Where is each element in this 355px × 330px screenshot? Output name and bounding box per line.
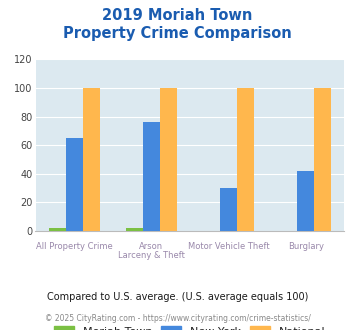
Text: Larceny & Theft: Larceny & Theft: [118, 251, 185, 260]
Bar: [314, 88, 331, 231]
Bar: [237, 88, 254, 231]
Bar: [83, 88, 100, 231]
Text: Motor Vehicle Theft: Motor Vehicle Theft: [188, 243, 269, 251]
Bar: [297, 171, 314, 231]
Bar: [220, 188, 237, 231]
Text: Compared to U.S. average. (U.S. average equals 100): Compared to U.S. average. (U.S. average …: [47, 292, 308, 302]
Text: Burglary: Burglary: [288, 243, 324, 251]
Bar: [66, 138, 83, 231]
Bar: [49, 228, 66, 231]
Legend: Moriah Town, New York, National: Moriah Town, New York, National: [54, 326, 326, 330]
Bar: [160, 88, 177, 231]
Text: © 2025 CityRating.com - https://www.cityrating.com/crime-statistics/: © 2025 CityRating.com - https://www.city…: [45, 314, 310, 323]
Bar: [143, 122, 160, 231]
Bar: [126, 228, 143, 231]
Text: All Property Crime: All Property Crime: [36, 243, 113, 251]
Text: Arson: Arson: [139, 243, 163, 251]
Text: 2019 Moriah Town: 2019 Moriah Town: [102, 8, 253, 23]
Text: Property Crime Comparison: Property Crime Comparison: [63, 26, 292, 41]
